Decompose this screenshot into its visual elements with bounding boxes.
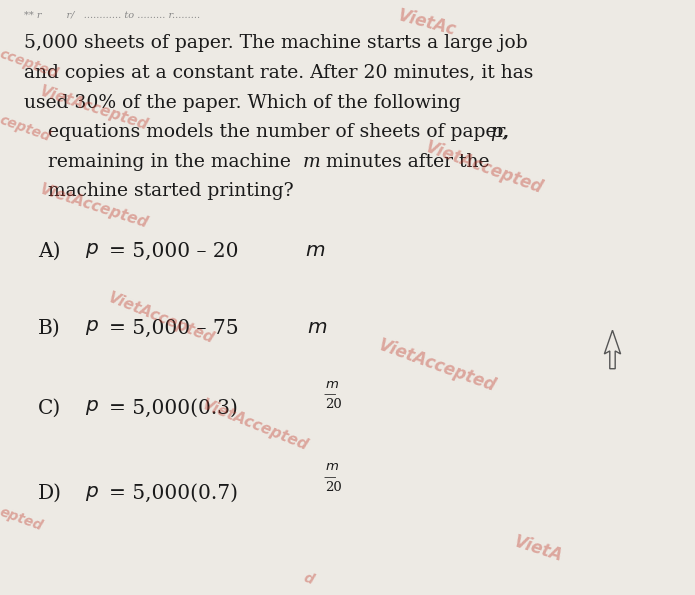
Text: equations models the number of sheets of paper,: equations models the number of sheets of…: [48, 123, 516, 141]
Text: VietAccepted: VietAccepted: [200, 397, 311, 453]
Text: d: d: [302, 571, 316, 587]
Text: —: —: [323, 471, 336, 484]
Text: D): D): [38, 484, 62, 503]
Text: VietAccepted: VietAccepted: [423, 138, 546, 197]
Text: and copies at a constant rate. After 20 minutes, it has: and copies at a constant rate. After 20 …: [24, 64, 534, 82]
Text: C): C): [38, 398, 61, 417]
Text: cepted: cepted: [0, 113, 52, 145]
Text: = 5,000 – 75: = 5,000 – 75: [109, 318, 238, 337]
Text: VietAccepted: VietAccepted: [38, 181, 150, 231]
Text: VietAccepted: VietAccepted: [38, 84, 150, 133]
Text: VietAccepted: VietAccepted: [106, 290, 216, 347]
Text: $p$: $p$: [85, 398, 99, 417]
Text: epted: epted: [0, 505, 44, 534]
Text: used 30% of the paper. Which of the following: used 30% of the paper. Which of the foll…: [24, 93, 461, 111]
Text: machine started printing?: machine started printing?: [48, 182, 293, 201]
Text: remaining in the machine: remaining in the machine: [48, 153, 297, 171]
Text: B): B): [38, 318, 60, 337]
Text: m: m: [303, 153, 320, 171]
Text: ccepted: ccepted: [0, 47, 60, 81]
Text: VietA: VietA: [511, 533, 564, 566]
Text: $p$: $p$: [85, 484, 99, 503]
Text: = 5,000 – 20: = 5,000 – 20: [109, 242, 238, 261]
Text: $m$: $m$: [307, 318, 327, 337]
Text: —: —: [323, 389, 336, 401]
Text: VietAccepted: VietAccepted: [376, 336, 498, 396]
Text: $p$: $p$: [85, 318, 99, 337]
Text: $m$: $m$: [325, 378, 339, 390]
Text: = 5,000(0.7): = 5,000(0.7): [109, 484, 238, 503]
Text: 20: 20: [325, 481, 342, 494]
Text: $m$: $m$: [325, 461, 339, 474]
Text: p,: p,: [490, 123, 508, 141]
Text: 20: 20: [325, 398, 342, 411]
Text: minutes after the: minutes after the: [320, 153, 490, 171]
Text: $p$: $p$: [85, 242, 99, 261]
Text: ** r        r/   ............ to ......... r.........: ** r r/ ............ to ......... r.....…: [24, 11, 200, 20]
Text: $m$: $m$: [305, 242, 325, 261]
Text: A): A): [38, 242, 60, 261]
Text: VietAc: VietAc: [396, 6, 459, 39]
Text: 5,000 sheets of paper. The machine starts a large job: 5,000 sheets of paper. The machine start…: [24, 35, 528, 52]
Text: = 5,000(0.3): = 5,000(0.3): [109, 398, 238, 417]
